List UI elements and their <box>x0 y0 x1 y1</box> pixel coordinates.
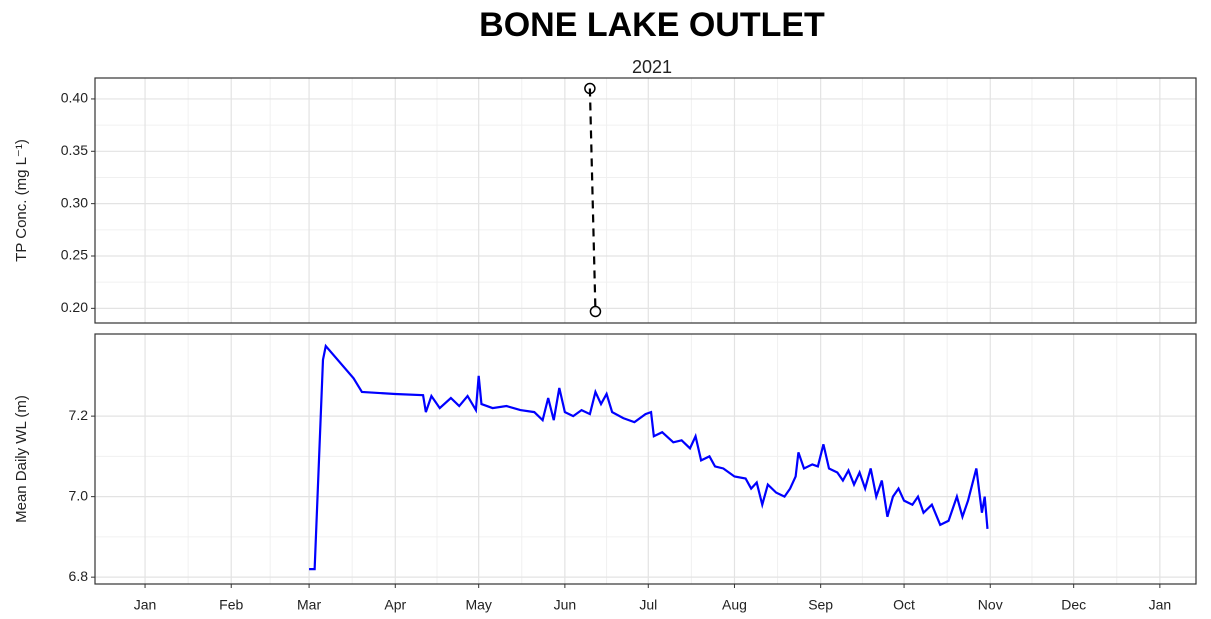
y-tick-label: 7.0 <box>69 487 89 503</box>
y-tick-label: 0.30 <box>61 194 88 210</box>
y-tick-label: 0.40 <box>61 90 88 106</box>
x-tick-label: Jan <box>134 597 157 613</box>
y-tick-label: 0.20 <box>61 299 88 315</box>
x-tick-label: Apr <box>384 597 406 613</box>
y-axis-title: TP Conc. (mg L⁻¹) <box>13 139 30 262</box>
data-point <box>589 305 602 318</box>
chart-title: BONE LAKE OUTLET <box>479 6 825 44</box>
x-tick-label: Dec <box>1061 597 1086 613</box>
data-line <box>588 88 597 312</box>
y-tick-label: 7.2 <box>69 407 89 423</box>
x-tick-label: Aug <box>722 597 747 613</box>
data-point <box>584 82 596 95</box>
y-tick-label: 6.8 <box>69 568 89 584</box>
x-tick-label: Oct <box>893 597 915 613</box>
x-tick-label: Jul <box>639 597 657 613</box>
y-axis-title: Mean Daily WL (m) <box>13 395 30 523</box>
x-tick-label: May <box>465 597 491 613</box>
x-tick-label: Jun <box>554 597 577 613</box>
data-line <box>309 343 989 571</box>
chart-subtitle: 2021 <box>632 57 672 77</box>
panel-border <box>94 333 1197 585</box>
x-tick-label: Nov <box>978 597 1003 613</box>
y-tick-label: 0.35 <box>61 142 88 158</box>
x-tick-label: Sep <box>808 597 833 613</box>
x-tick-label: Feb <box>219 597 243 613</box>
y-tick-label: 0.25 <box>61 247 88 263</box>
x-tick-label: Jan <box>1149 597 1172 613</box>
panel-border <box>94 77 1197 324</box>
x-tick-label: Mar <box>297 597 321 613</box>
